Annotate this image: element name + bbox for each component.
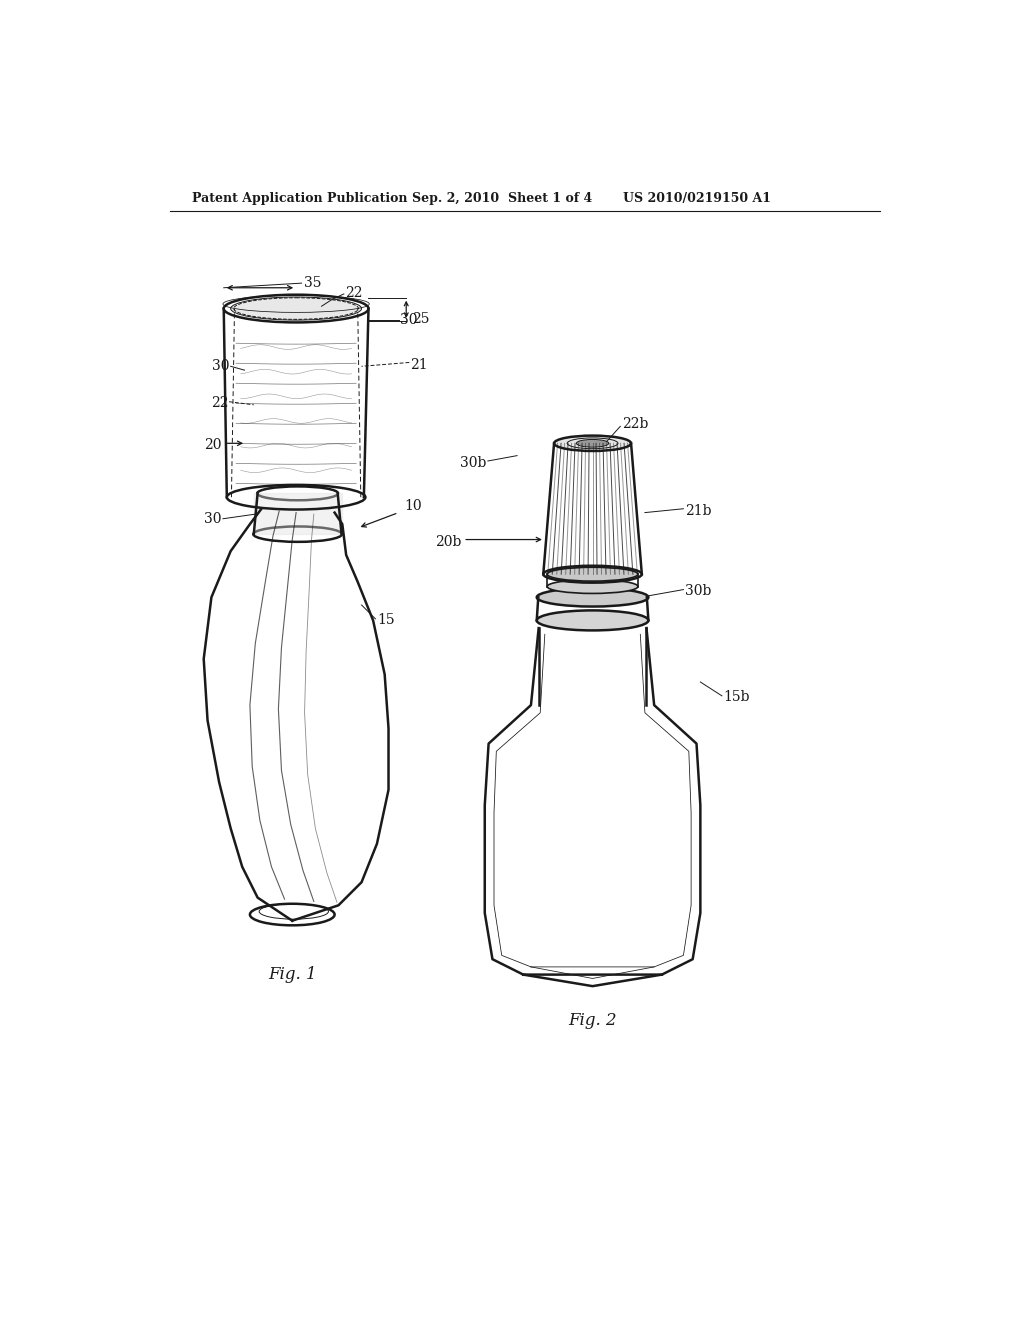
Ellipse shape — [547, 579, 638, 594]
Text: 22b: 22b — [622, 417, 648, 432]
Text: Fig. 2: Fig. 2 — [568, 1012, 616, 1030]
Text: Fig. 1: Fig. 1 — [268, 966, 316, 983]
Ellipse shape — [537, 610, 648, 631]
Ellipse shape — [577, 440, 608, 447]
Text: 30: 30 — [204, 512, 221, 525]
Text: Sep. 2, 2010: Sep. 2, 2010 — [412, 191, 499, 205]
Text: 25: 25 — [413, 312, 430, 326]
Text: 30: 30 — [400, 313, 418, 327]
Text: Sheet 1 of 4: Sheet 1 of 4 — [508, 191, 592, 205]
Text: US 2010/0219150 A1: US 2010/0219150 A1 — [624, 191, 771, 205]
Ellipse shape — [547, 568, 638, 581]
Ellipse shape — [554, 436, 631, 451]
Text: 10: 10 — [403, 499, 422, 513]
Text: 30: 30 — [212, 359, 229, 374]
Text: 20b: 20b — [435, 535, 462, 549]
Text: 35: 35 — [304, 276, 322, 290]
Text: 22: 22 — [345, 286, 362, 300]
Text: 22: 22 — [211, 396, 228, 411]
Ellipse shape — [230, 297, 361, 321]
Text: Patent Application Publication: Patent Application Publication — [193, 191, 408, 205]
Text: 15b: 15b — [724, 690, 750, 705]
Text: 21: 21 — [410, 358, 428, 372]
Ellipse shape — [537, 589, 648, 607]
Text: 15: 15 — [377, 614, 394, 627]
Text: 20: 20 — [204, 438, 221, 451]
Text: 30b: 30b — [460, 455, 486, 470]
Text: 30b: 30b — [685, 585, 712, 598]
Text: 21b: 21b — [685, 504, 712, 517]
